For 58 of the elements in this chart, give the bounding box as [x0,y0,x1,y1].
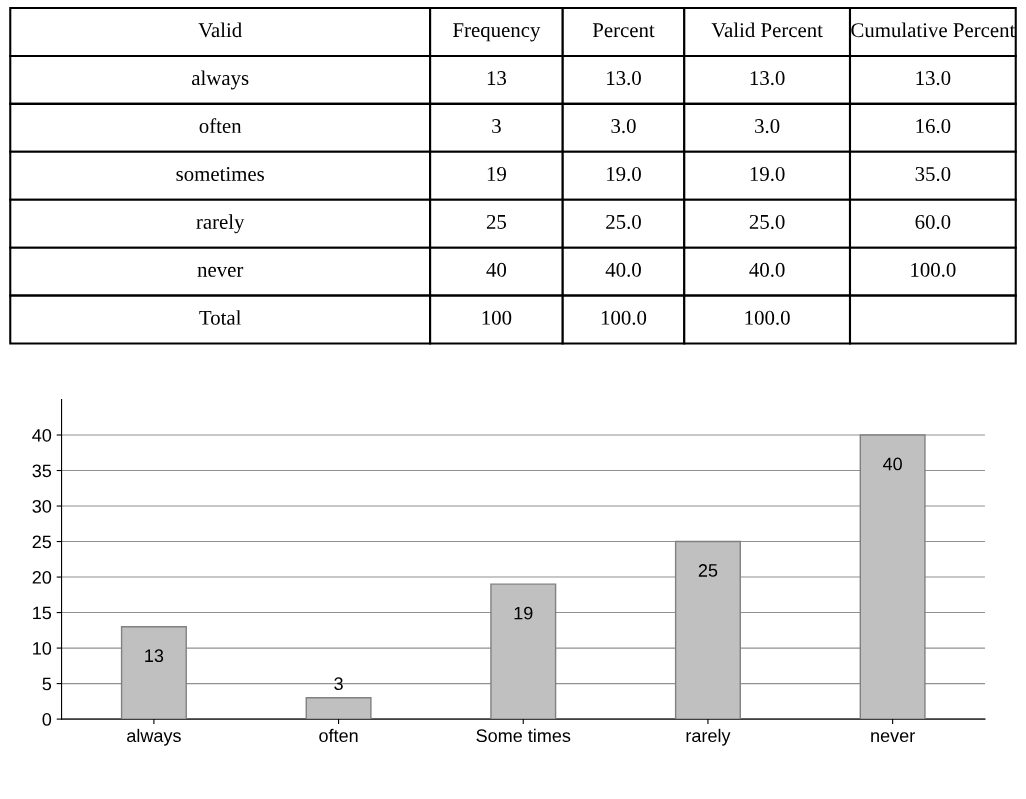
text: 40.0 [605,262,641,277]
text: 13.0 [916,71,951,86]
y-tick-label: 10 [33,642,52,655]
text: 100.0 [745,310,790,325]
y-tick-label: 15 [33,606,52,620]
text: 16.0 [916,119,951,134]
text: 100.0 [601,310,647,325]
x-tick-label: often [319,728,358,743]
bar [305,697,372,720]
text: 25 [486,214,507,229]
data-label: 3 [334,677,343,691]
data-label: 25 [698,564,718,577]
y-tick-label: 40 [32,428,52,442]
text: 100 [482,310,512,325]
category-label: Cumulative Percent [851,22,1016,38]
bar [674,540,741,720]
data-label: 40 [882,457,902,471]
y-tick-label: 0 [42,713,52,726]
text: often [199,118,242,134]
y-tick-label: 5 [42,677,52,691]
text: 40 [486,262,507,277]
text: 3.0 [611,119,636,134]
text: 40.0 [749,262,785,277]
y-tick-label: 35 [32,464,52,478]
x-tick-label: rarely [686,728,731,746]
y-tick-label: 25 [32,535,52,549]
category-label: Frequency [453,23,541,42]
text: 25.0 [606,214,641,230]
y-tick-label: 20 [32,570,52,584]
text: 3.0 [755,119,780,134]
text: 19 [487,166,506,181]
bar [859,434,926,720]
x-tick-label: Some times [476,728,571,743]
x-tick-label: always [127,728,181,746]
text: 25.0 [749,214,785,230]
data-label: 13 [145,649,164,663]
category-label: Valid Percent [711,22,823,38]
category-label: Valid [198,22,242,38]
bar [490,583,557,720]
text: sometimes [176,166,264,181]
text: 13 [487,71,507,86]
x-tick-label: never [871,732,915,743]
text: 100.0 [911,262,956,277]
bar [120,626,187,720]
text: 13.0 [607,71,641,86]
y-tick-label: 30 [32,499,52,513]
text: 60.0 [915,214,951,230]
text: Total [199,310,242,325]
text: 35.0 [915,166,951,182]
text: rarely [196,214,245,234]
text: 3 [492,119,501,134]
text: always [192,70,249,90]
text: never [197,266,244,277]
text: 19.0 [750,166,785,182]
data-label: 19 [514,606,533,620]
text: 13.0 [750,71,785,86]
text: 19.0 [607,166,641,182]
category-label: Percent [592,23,655,38]
